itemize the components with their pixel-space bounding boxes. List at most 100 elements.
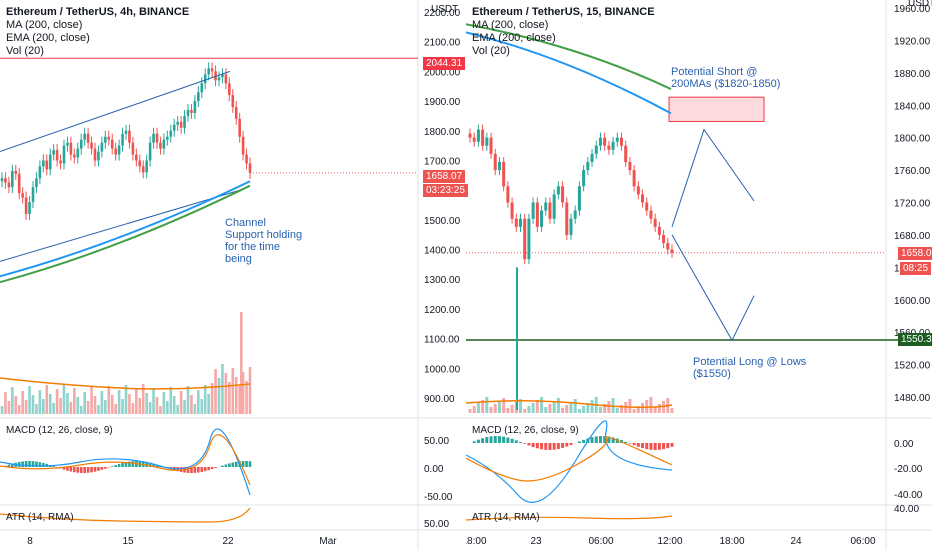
left-volume-bar bbox=[14, 396, 18, 414]
left-candle bbox=[17, 173, 21, 194]
right-candle bbox=[527, 218, 531, 260]
right-volume-bar bbox=[586, 403, 590, 413]
left-y-tick-label: 1500.00 bbox=[424, 216, 461, 227]
right-volume-bar bbox=[607, 401, 611, 413]
left-y-tick-label: 1900.00 bbox=[424, 97, 461, 108]
left-macd-bar bbox=[148, 462, 152, 467]
left-candle bbox=[183, 115, 186, 128]
left-volume-bar bbox=[0, 406, 4, 414]
right-volume-bar bbox=[657, 404, 661, 413]
left-x-tick-label: 8 bbox=[27, 536, 33, 547]
right-x-tick-label: 12:00 bbox=[657, 536, 682, 547]
right-volume-ma bbox=[466, 399, 673, 408]
left-candle bbox=[114, 148, 117, 155]
right-candle bbox=[472, 137, 476, 142]
right-x-tick-label: 06:00 bbox=[850, 536, 875, 547]
left-macd-bar bbox=[110, 466, 114, 467]
left-volume-bar bbox=[148, 402, 152, 414]
left-volume-bar bbox=[76, 397, 80, 414]
right-volume-bar bbox=[485, 397, 489, 413]
right-macd-bar bbox=[653, 443, 657, 450]
left-atr-line bbox=[0, 507, 251, 523]
right-volume-bar bbox=[472, 406, 476, 413]
left-macd-bar bbox=[21, 461, 24, 467]
right-macd-bar bbox=[531, 443, 535, 448]
right-candle bbox=[615, 137, 619, 142]
right-candle bbox=[540, 210, 544, 227]
left-y-tick-label: 1100.00 bbox=[424, 335, 460, 346]
right-legend-vol: Vol (20) bbox=[472, 45, 510, 57]
left-volume-bar bbox=[166, 401, 169, 414]
left-candle bbox=[104, 136, 107, 143]
left-y-tick-label: 2100.00 bbox=[424, 38, 461, 49]
left-volume-bar bbox=[228, 382, 231, 414]
left-volume-bar bbox=[162, 392, 166, 414]
left-volume-bar bbox=[203, 385, 207, 414]
left-legend: Ethereum / TetherUS, 4h, BINANCE MA (200… bbox=[6, 6, 189, 58]
left-candle bbox=[245, 154, 248, 164]
left-candle bbox=[203, 74, 207, 84]
left-macd-bar bbox=[86, 467, 90, 473]
left-candle bbox=[66, 142, 69, 146]
right-volume-bar bbox=[670, 408, 674, 413]
left-candle bbox=[90, 142, 93, 149]
right-macd-bar bbox=[540, 443, 544, 450]
left-candle bbox=[179, 121, 183, 128]
left-volume-bar bbox=[224, 373, 228, 414]
right-candle bbox=[653, 218, 657, 227]
right-candle bbox=[657, 226, 661, 235]
left-y-tick-label: 900.00 bbox=[424, 394, 455, 405]
left-macd-bar bbox=[224, 464, 228, 467]
left-macd-bar bbox=[231, 462, 235, 467]
left-volume-bar bbox=[66, 393, 69, 414]
right-y-tick-label: 1960.00 bbox=[894, 4, 931, 15]
left-candle bbox=[110, 139, 114, 149]
right-candle bbox=[552, 194, 556, 219]
left-macd-bar bbox=[128, 461, 131, 467]
left-volume-bar bbox=[11, 387, 14, 414]
right-candle bbox=[632, 170, 636, 187]
right-macd-bar bbox=[556, 443, 560, 450]
right-macd-bar bbox=[662, 443, 666, 450]
left-candle bbox=[86, 133, 90, 143]
right-candle bbox=[670, 249, 674, 253]
left-macd-bar bbox=[248, 461, 252, 467]
left-macd-line bbox=[0, 428, 251, 496]
left-macd-bar bbox=[114, 465, 117, 467]
left-macd-bar bbox=[69, 467, 73, 472]
right-ema-line bbox=[466, 23, 672, 90]
left-candle bbox=[117, 145, 121, 155]
left-volume-bar bbox=[24, 400, 28, 414]
right-candle bbox=[506, 186, 510, 203]
right-support-tag: 1550.37 bbox=[898, 333, 932, 346]
right-candle bbox=[628, 161, 632, 171]
right-macd-tick-label: -40.00 bbox=[894, 490, 923, 501]
left-macd-bar bbox=[179, 467, 183, 472]
left-macd-bar bbox=[207, 467, 210, 471]
left-candle bbox=[190, 109, 193, 113]
left-candle bbox=[42, 160, 45, 167]
left-last-price-tag: 1658.07 bbox=[423, 170, 466, 183]
left-volume-bar bbox=[245, 381, 248, 414]
right-macd-bar bbox=[628, 443, 632, 444]
right-macd-bar bbox=[569, 443, 573, 445]
right-candle bbox=[611, 141, 615, 150]
left-candle bbox=[172, 124, 176, 131]
left-macd-bar bbox=[228, 463, 231, 467]
left-chart-title: Ethereum / TetherUS, 4h, BINANCE bbox=[6, 6, 190, 18]
right-x-tick-label: 18:00 bbox=[719, 536, 744, 547]
right-candle bbox=[573, 210, 577, 219]
left-volume-bar bbox=[240, 312, 243, 414]
right-y-tick-label: 1840.00 bbox=[894, 101, 931, 112]
right-short-projection bbox=[671, 128, 755, 227]
left-volume-bar bbox=[31, 395, 35, 414]
left-volume-bar bbox=[121, 399, 124, 414]
left-candle bbox=[138, 160, 142, 167]
left-candle bbox=[159, 142, 162, 149]
left-macd-label: MACD (12, 26, close, 9) bbox=[6, 425, 113, 436]
left-candle bbox=[55, 150, 59, 161]
left-candle bbox=[200, 83, 204, 93]
left-macd-bar bbox=[155, 464, 159, 467]
left-candle bbox=[24, 197, 28, 214]
right-macd-bar bbox=[670, 443, 674, 447]
